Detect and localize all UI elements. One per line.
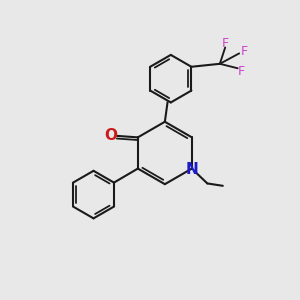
Text: F: F bbox=[222, 38, 229, 50]
Text: O: O bbox=[104, 128, 117, 143]
Text: N: N bbox=[186, 162, 199, 177]
Text: F: F bbox=[238, 65, 245, 78]
Text: F: F bbox=[241, 45, 248, 58]
